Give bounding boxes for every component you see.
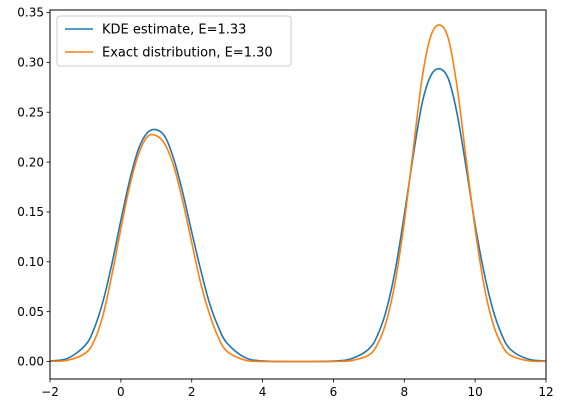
legend-label-exact: Exact distribution, E=1.30 (102, 46, 273, 61)
y-tick-label: 0.30 (17, 56, 44, 70)
legend-box (56, 15, 292, 67)
y-tick-label: 0.25 (17, 105, 44, 119)
y-tick-label: 0.20 (17, 155, 44, 169)
series-layer (50, 24, 546, 363)
x-tick-label: 6 (330, 385, 338, 399)
x-tick-label: 10 (468, 385, 483, 399)
y-tick-label: 0.35 (17, 6, 44, 20)
x-axis: −2 0 2 4 6 8 10 12 (41, 379, 554, 399)
x-tick-label: 2 (188, 385, 196, 399)
plot-frame (49, 9, 547, 380)
series-line-exact (50, 24, 546, 363)
x-tick-label: 4 (259, 385, 267, 399)
y-tick-label: 0.00 (17, 355, 44, 369)
x-tick-label: 8 (400, 385, 408, 399)
x-tick-label: 0 (117, 385, 125, 399)
y-tick-label: 0.10 (17, 255, 44, 269)
x-tick-label: 12 (538, 385, 553, 399)
legend: KDE estimate, E=1.33 Exact distribution,… (56, 15, 292, 67)
x-tick-label: −2 (41, 385, 59, 399)
y-axis: 0.00 0.05 0.10 0.15 0.20 0.25 0.30 0.35 (17, 6, 50, 369)
y-tick-label: 0.05 (17, 305, 44, 319)
y-tick-label: 0.15 (17, 205, 44, 219)
legend-label-kde: KDE estimate, E=1.33 (102, 23, 246, 38)
